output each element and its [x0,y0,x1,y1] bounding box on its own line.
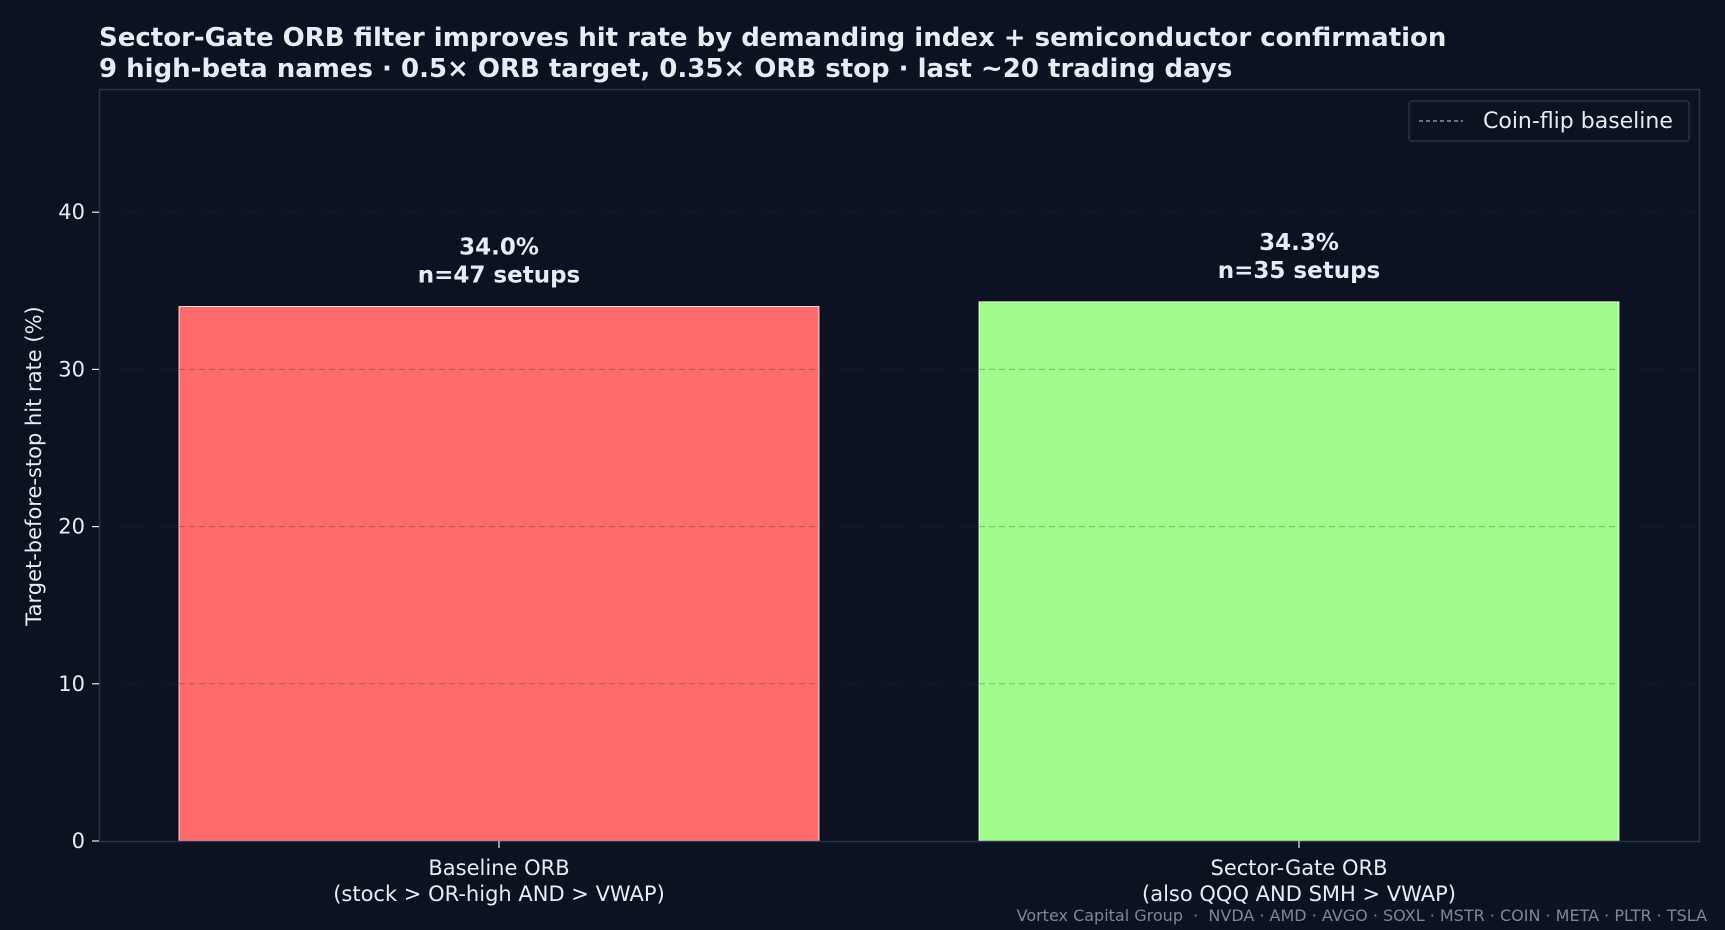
legend-label-coin-flip: Coin-flip baseline [1483,109,1673,134]
overlay-layer: 34.0%n=47 setups 34.3%n=35 setups [99,211,1699,685]
x-tick-label: (stock > OR-high AND > VWAP) [333,882,665,906]
bar-1 [178,306,820,842]
y-tick-label: 40 [58,200,85,224]
footer-text: Vortex Capital Group · NVDA · AMD · AVGO… [1017,906,1707,925]
plot-frame [98,88,1701,843]
bar-2-data-label: n=35 setups [1218,258,1380,284]
y-tick-label: 10 [58,672,85,696]
chart-title: Sector-Gate ORB filter improves hit rate… [99,23,1446,53]
chart-subtitle: 9 high-beta names · 0.5× ORB target, 0.3… [99,54,1232,84]
y-tick-label: 0 [72,829,85,853]
bar-layer [178,301,1620,842]
legend: Coin-flip baseline [1408,100,1690,142]
bar-2-data-label: 34.3% [1259,230,1339,256]
y-tick-label: 30 [58,357,85,381]
y-axis-label: Target-before-stop hit rate (%) [22,306,46,626]
legend-box [1408,100,1690,142]
y-tick-label: 20 [58,515,85,539]
axis-layer: 0 10 20 30 40 Baseline ORB(stock > OR-high AN… [58,200,1456,906]
x-tick-label: (also QQQ AND SMH > VWAP) [1142,882,1456,906]
x-tick-label: Sector-Gate ORB [1210,856,1387,880]
bar-2 [978,301,1620,842]
x-tick-label: Baseline ORB [428,856,569,880]
bar-1-data-label: n=47 setups [418,263,580,289]
bar-1-data-label: 34.0% [459,235,539,261]
